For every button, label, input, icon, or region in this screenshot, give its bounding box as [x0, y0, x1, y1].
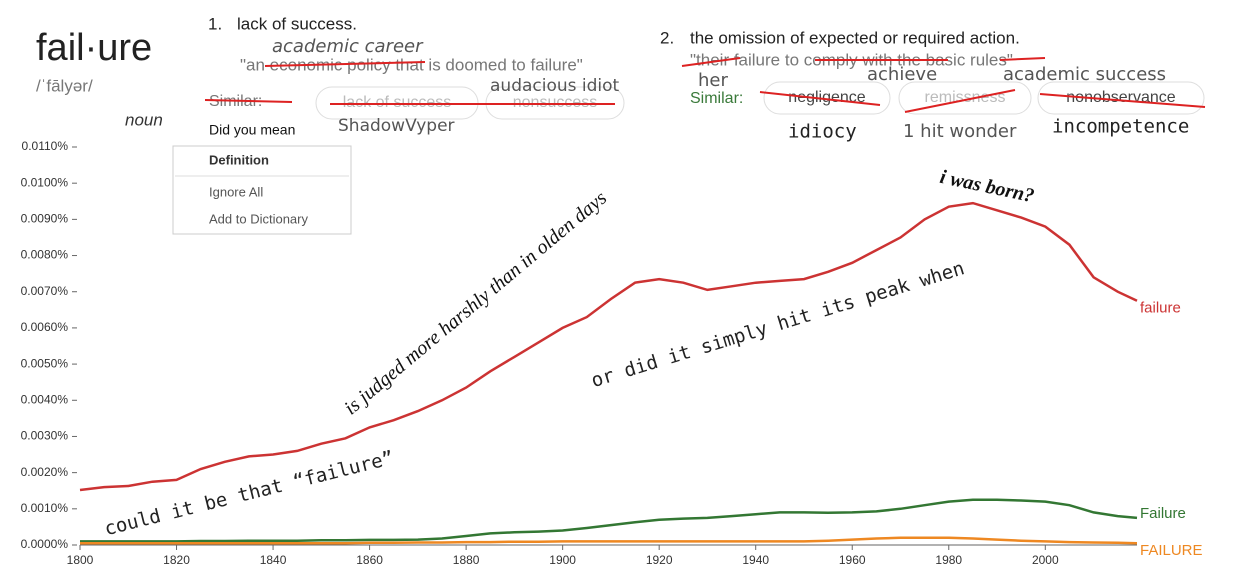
handwriting: 1 hit wonder [903, 121, 1017, 142]
x-tick-label: 1820 [163, 553, 190, 567]
def-example: "an economic policy that is doomed to fa… [240, 55, 583, 74]
y-tick-label: 0.0080% [21, 248, 69, 262]
annotation: is judged more harshly than in olden day… [340, 187, 611, 420]
x-tick-label: 2000 [1032, 553, 1059, 567]
y-tick-label: 0.0020% [21, 465, 69, 479]
y-tick-label: 0.0010% [21, 501, 69, 515]
x-tick-label: 1980 [935, 553, 962, 567]
def-number: 2. [660, 28, 674, 47]
handwriting: audacious idiot [490, 76, 620, 96]
similar-chip[interactable]: remissness [925, 89, 1006, 106]
handwriting: idiocy [788, 121, 857, 143]
y-tick-label: 0.0110% [22, 139, 69, 153]
x-tick-label: 1920 [646, 553, 673, 567]
similar-label: Similar: [209, 93, 262, 110]
strike [204, 99, 293, 103]
chip [763, 81, 891, 115]
menu-item[interactable]: Add to Dictionary [209, 211, 308, 226]
strike [904, 89, 1016, 113]
x-tick-label: 1800 [67, 553, 94, 567]
y-tick-label: 0.0070% [21, 284, 69, 298]
series-line [80, 536, 1138, 545]
menu-item[interactable]: Ignore All [209, 184, 263, 199]
context-menu [172, 145, 352, 235]
legend-label: FAILURE [1140, 542, 1203, 559]
pronunciation: /ˈfālyər/ [36, 76, 93, 95]
x-tick-label: 1900 [549, 553, 576, 567]
y-tick-label: 0.0060% [21, 320, 69, 334]
series-line [80, 498, 1138, 543]
strike [1039, 93, 1206, 108]
def-number: 1. [208, 14, 222, 33]
x-tick-label: 1860 [356, 553, 383, 567]
y-tick-label: 0.0030% [21, 429, 69, 443]
word: fail·ure [36, 27, 152, 69]
menu-item[interactable]: Definition [209, 152, 269, 167]
handwriting: achieve [867, 64, 937, 85]
annotation: i was born? [938, 166, 1036, 207]
x-tick-label: 1840 [260, 553, 287, 567]
plot: 0.0000% 0.0010% 0.0020% 0.0030% 0.0040% 0.005… [21, 139, 1203, 567]
similar-chip[interactable]: negligence [788, 89, 866, 106]
similar-chip[interactable]: nonsuccess [513, 94, 598, 111]
legend-label: Failure [1140, 505, 1186, 522]
handwriting: ShadowVyper [338, 116, 455, 136]
strike [264, 61, 426, 67]
similar-label: Similar: [690, 90, 743, 107]
x-tick-label: 1940 [742, 553, 769, 567]
strike [759, 91, 881, 106]
def-text: lack of success. [237, 14, 357, 33]
chip [1037, 81, 1205, 115]
handwriting: her [698, 70, 728, 91]
handwriting: academic career [272, 36, 424, 57]
y-tick-label: 0.0050% [21, 356, 69, 370]
y-tick-label: 0.0000% [21, 537, 69, 551]
legend-label: failure [1140, 300, 1181, 317]
handwriting: academic success [1003, 64, 1166, 85]
annotation: or did it simply hit its peak when [589, 257, 967, 392]
strike [999, 57, 1046, 61]
handwriting: incompetence [1052, 116, 1189, 138]
similar-chip[interactable]: lack of success [343, 94, 451, 111]
x-tick-label: 1960 [839, 553, 866, 567]
series-line [79, 201, 1138, 492]
y-tick-label: 0.0090% [21, 212, 69, 226]
y-tick-label: 0.0040% [21, 392, 69, 406]
annotation: could it be that “failure” [102, 447, 396, 540]
part-of-speech: noun [125, 110, 163, 129]
x-tick-label: 1880 [453, 553, 480, 567]
spell-prompt: Did you mean [209, 122, 295, 138]
y-tick-label: 0.0100% [21, 175, 69, 189]
def-text: the omission of expected or required act… [690, 28, 1020, 47]
strike [681, 57, 741, 67]
